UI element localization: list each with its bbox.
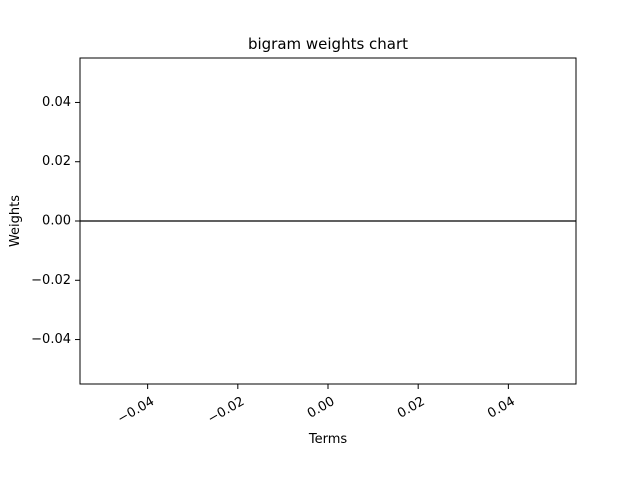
chart-title: bigram weights chart [248,35,408,53]
x-tick-label: 0.02 [395,394,428,421]
x-axis-label: Terms [308,432,348,447]
y-tick-label: 0.00 [42,214,71,229]
plot-frame [79,57,577,385]
y-tick-label: 0.04 [42,95,71,110]
y-tick-label: −0.04 [31,332,71,347]
y-tick-label: −0.02 [31,273,71,288]
y-axis-label: Weights [8,195,23,247]
x-tick-label: 0.04 [485,394,518,421]
y-axis-ticks: 0.04 0.02 0.00 −0.02 −0.04 [31,95,80,347]
x-tick-label: −0.02 [205,394,247,427]
x-tick-label: −0.04 [115,394,157,427]
x-axis-ticks: −0.04 −0.02 0.00 0.02 0.04 [115,384,518,427]
y-tick-label: 0.02 [42,154,71,169]
x-tick-label: 0.00 [305,394,338,421]
